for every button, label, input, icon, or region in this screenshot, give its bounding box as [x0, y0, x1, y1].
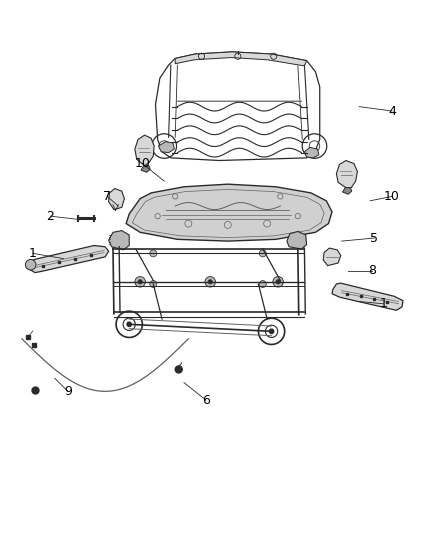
Circle shape — [208, 280, 212, 284]
Polygon shape — [336, 160, 357, 188]
Polygon shape — [126, 184, 332, 241]
Circle shape — [150, 250, 157, 257]
Text: 9: 9 — [64, 385, 72, 398]
Circle shape — [25, 260, 36, 270]
Text: 4: 4 — [388, 104, 396, 117]
Circle shape — [150, 280, 157, 287]
Text: 5: 5 — [371, 231, 378, 245]
Polygon shape — [159, 142, 174, 152]
Circle shape — [175, 366, 182, 373]
Circle shape — [276, 280, 280, 284]
Polygon shape — [343, 188, 352, 194]
Text: 2: 2 — [46, 209, 54, 223]
Text: 10: 10 — [134, 157, 150, 170]
Circle shape — [205, 277, 215, 287]
Text: 6: 6 — [202, 393, 210, 407]
Polygon shape — [323, 248, 341, 265]
Circle shape — [138, 280, 142, 284]
Text: 10: 10 — [384, 190, 400, 203]
Circle shape — [259, 250, 266, 257]
Polygon shape — [175, 52, 307, 66]
Circle shape — [273, 277, 283, 287]
Polygon shape — [141, 166, 150, 172]
Text: 1: 1 — [29, 247, 37, 260]
Polygon shape — [135, 135, 154, 166]
Polygon shape — [304, 147, 319, 158]
Text: 7: 7 — [103, 190, 111, 203]
Circle shape — [127, 322, 131, 327]
Circle shape — [269, 329, 274, 334]
Text: 8: 8 — [368, 264, 376, 277]
Polygon shape — [109, 231, 129, 250]
Circle shape — [135, 277, 145, 287]
Polygon shape — [332, 283, 403, 310]
Polygon shape — [109, 189, 124, 209]
Polygon shape — [287, 231, 307, 249]
Circle shape — [259, 280, 266, 287]
Polygon shape — [26, 246, 109, 273]
Text: 1: 1 — [379, 297, 387, 310]
